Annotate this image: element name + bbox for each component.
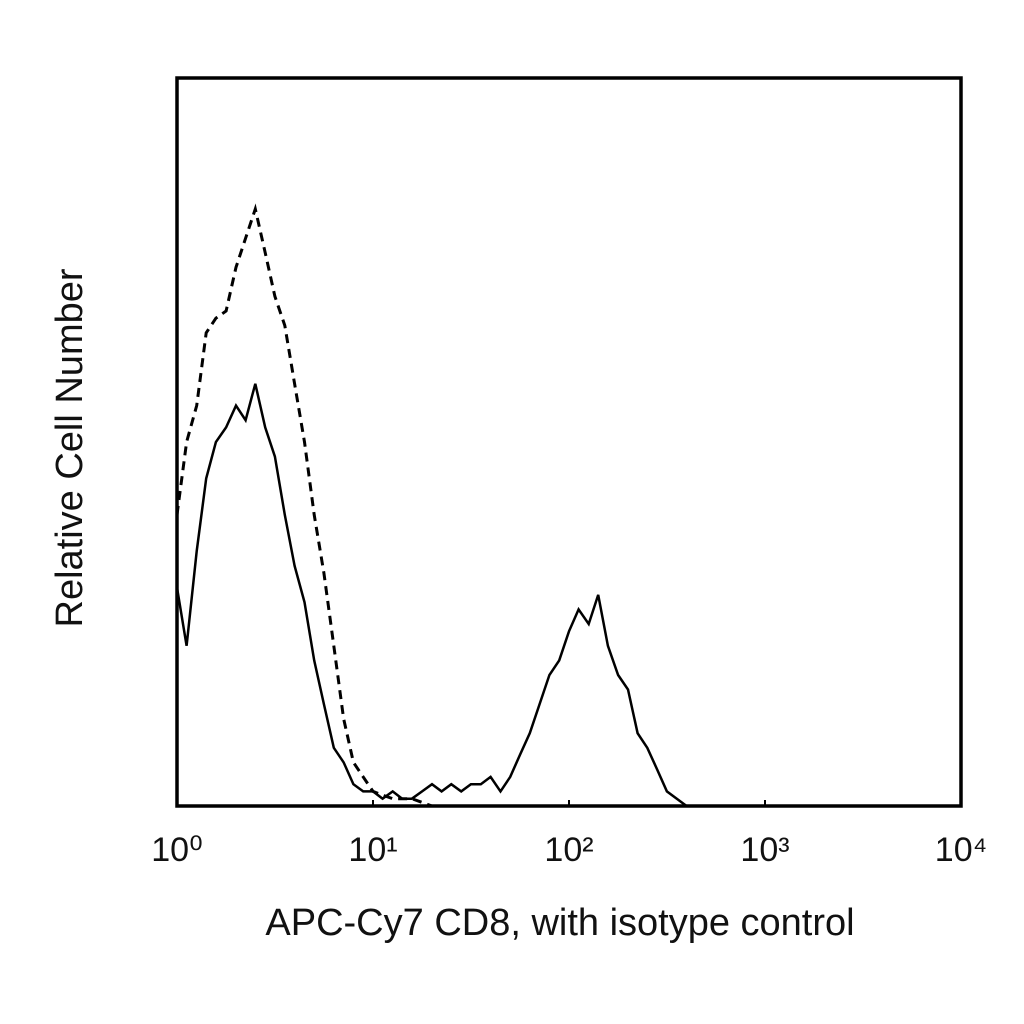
x-tick-label: 10³ bbox=[740, 831, 789, 869]
histogram-line bbox=[175, 383, 688, 808]
histogram-line bbox=[175, 203, 433, 808]
x-tick-label: 10² bbox=[544, 831, 593, 869]
plot-frame bbox=[175, 76, 963, 808]
y-axis-label: Relative Cell Number bbox=[49, 268, 91, 627]
x-axis-label: APC-Cy7 CD8, with isotype control bbox=[265, 902, 854, 944]
x-tick-label: 10¹ bbox=[348, 831, 397, 869]
x-tick-label: 10⁰ bbox=[151, 831, 202, 869]
x-tick-label: 10⁴ bbox=[935, 831, 987, 869]
